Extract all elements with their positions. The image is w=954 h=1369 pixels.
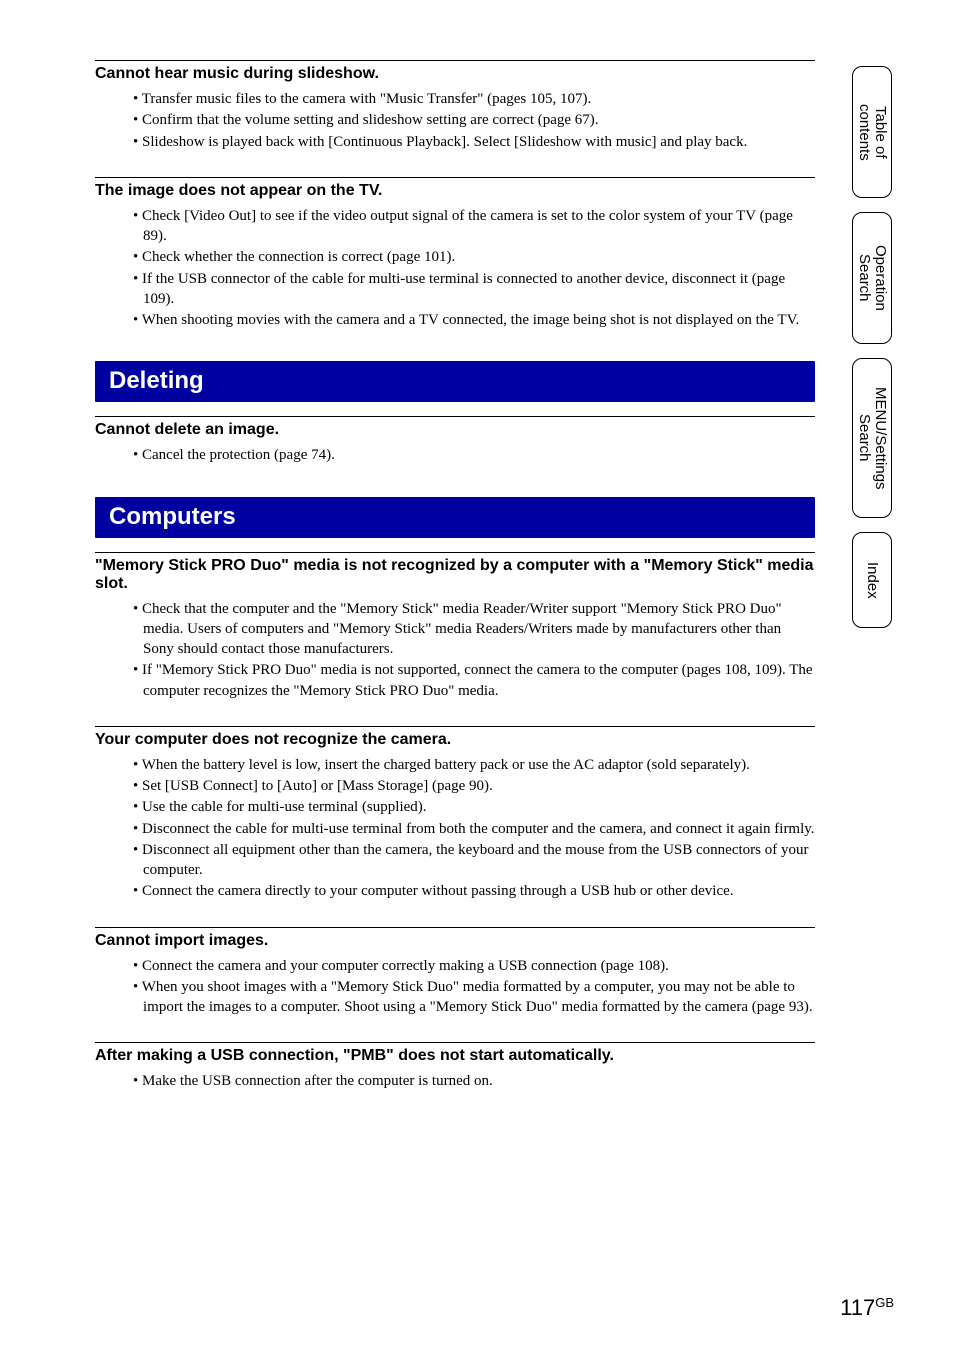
bullet-item: Set [USB Connect] to [Auto] or [Mass Sto… — [133, 776, 815, 796]
bullet-item: Check whether the connection is correct … — [133, 247, 815, 267]
troubleshoot-section: "Memory Stick PRO Duo" media is not reco… — [95, 552, 815, 708]
troubleshoot-section: Cannot hear music during slideshow. Tran… — [95, 60, 815, 159]
chapter-heading-computers: Computers — [95, 497, 815, 538]
bullet-item: Disconnect all equipment other than the … — [133, 840, 815, 881]
section-title: Cannot hear music during slideshow. — [95, 60, 815, 89]
bullet-list: Check that the computer and the "Memory … — [95, 599, 815, 708]
tab-menu-settings-search[interactable]: MENU/Settings Search — [852, 358, 892, 518]
bullet-list: Cancel the protection (page 74). — [95, 445, 815, 472]
bullet-item: When you shoot images with a "Memory Sti… — [133, 977, 815, 1018]
tab-index[interactable]: Index — [852, 532, 892, 628]
section-title: After making a USB connection, "PMB" doe… — [95, 1042, 815, 1071]
bullet-list: Check [Video Out] to see if the video ou… — [95, 206, 815, 338]
tab-label: MENU/Settings Search — [856, 387, 888, 490]
bullet-item: Make the USB connection after the comput… — [133, 1071, 815, 1091]
bullet-item: Disconnect the cable for multi-use termi… — [133, 819, 815, 839]
bullet-list: Connect the camera and your computer cor… — [95, 956, 815, 1025]
tab-label: Table of contents — [856, 104, 888, 161]
chapter-heading-deleting: Deleting — [95, 361, 815, 402]
side-nav-tabs: Table of contents Operation Search MENU/… — [852, 66, 908, 642]
bullet-list: Make the USB connection after the comput… — [95, 1071, 815, 1098]
page-number: 117GB — [840, 1295, 894, 1321]
bullet-item: Cancel the protection (page 74). — [133, 445, 815, 465]
troubleshoot-section: Cannot import images. Connect the camera… — [95, 927, 815, 1025]
tab-label: Index — [864, 562, 880, 599]
tab-label: Operation Search — [856, 245, 888, 311]
bullet-item: Confirm that the volume setting and slid… — [133, 110, 815, 130]
section-title: Your computer does not recognize the cam… — [95, 726, 815, 755]
bullet-item: Connect the camera and your computer cor… — [133, 956, 815, 976]
troubleshoot-section: The image does not appear on the TV. Che… — [95, 177, 815, 338]
bullet-item: Check that the computer and the "Memory … — [133, 599, 815, 660]
page-number-suffix: GB — [875, 1295, 894, 1310]
bullet-list: When the battery level is low, insert th… — [95, 755, 815, 909]
bullet-item: Connect the camera directly to your comp… — [133, 881, 815, 901]
section-title: Cannot import images. — [95, 927, 815, 956]
bullet-list: Transfer music files to the camera with … — [95, 89, 815, 159]
bullet-item: If the USB connector of the cable for mu… — [133, 269, 815, 310]
bullet-item: Check [Video Out] to see if the video ou… — [133, 206, 815, 247]
tab-table-of-contents[interactable]: Table of contents — [852, 66, 892, 198]
tab-operation-search[interactable]: Operation Search — [852, 212, 892, 344]
main-content: Cannot hear music during slideshow. Tran… — [95, 60, 815, 1117]
bullet-item: When shooting movies with the camera and… — [133, 310, 815, 330]
bullet-item: When the battery level is low, insert th… — [133, 755, 815, 775]
troubleshoot-section: After making a USB connection, "PMB" doe… — [95, 1042, 815, 1098]
bullet-item: If "Memory Stick PRO Duo" media is not s… — [133, 660, 815, 701]
section-title: Cannot delete an image. — [95, 416, 815, 445]
bullet-item: Slideshow is played back with [Continuou… — [133, 132, 815, 152]
page-number-value: 117 — [840, 1295, 875, 1320]
section-title: The image does not appear on the TV. — [95, 177, 815, 206]
troubleshoot-section: Your computer does not recognize the cam… — [95, 726, 815, 909]
section-title: "Memory Stick PRO Duo" media is not reco… — [95, 552, 815, 599]
troubleshoot-section: Cannot delete an image. Cancel the prote… — [95, 416, 815, 472]
bullet-item: Transfer music files to the camera with … — [133, 89, 815, 109]
bullet-item: Use the cable for multi-use terminal (su… — [133, 797, 815, 817]
